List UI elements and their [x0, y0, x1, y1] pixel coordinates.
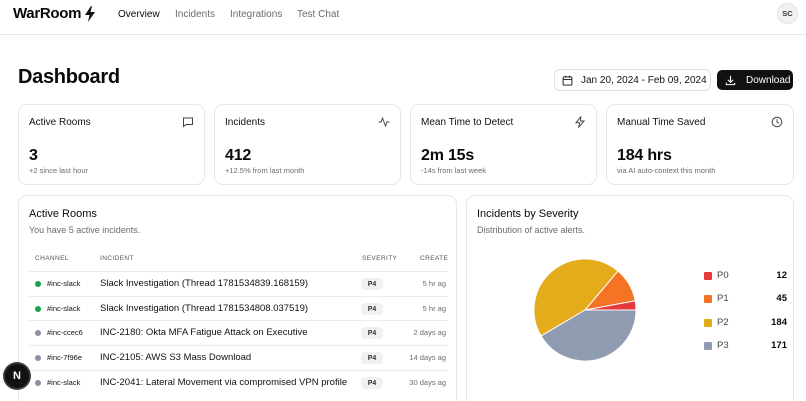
status-dot [35, 380, 41, 386]
calendar-icon [562, 75, 573, 86]
stat-value: 412 [225, 147, 252, 164]
stat-card-mttd: Mean Time to Detect 2m 15s -14s from las… [410, 104, 597, 185]
nav-overview[interactable]: Overview [118, 9, 160, 20]
incident-cell[interactable]: Slack Investigation (Thread 1781534808.0… [100, 303, 309, 314]
created-cell: 14 days ag [409, 353, 446, 362]
severity-badge: P4 [361, 303, 383, 315]
incident-cell[interactable]: INC-2180: Okta MFA Fatigue Attack on Exe… [100, 327, 308, 338]
lightning-icon [85, 5, 96, 22]
brand-name: WarRoom [13, 5, 82, 22]
legend-swatch [704, 342, 712, 350]
nav-test-chat[interactable]: Test Chat [297, 9, 340, 20]
activity-icon [378, 116, 390, 128]
legend-label: P2 [717, 317, 729, 328]
legend-swatch [704, 272, 712, 280]
pie-slice-p2 [533, 258, 619, 337]
column-header-severity: SEVERITY [362, 255, 398, 262]
severity-badge: P4 [361, 327, 383, 339]
table-row[interactable]: #inc-ccec6 INC-2180: Okta MFA Fatigue At… [29, 320, 448, 345]
table-row[interactable]: #inc-slack INC-2041: Lateral Movement vi… [29, 370, 448, 395]
brand-logo[interactable]: WarRoom [13, 5, 96, 22]
incident-cell[interactable]: INC-2041: Lateral Movement via compromis… [100, 377, 348, 388]
legend-count: 45 [776, 293, 787, 304]
zap-icon [574, 116, 586, 128]
page-title: Dashboard [18, 66, 120, 88]
channel-cell[interactable]: #inc-7f96e [47, 353, 83, 362]
status-dot [35, 330, 41, 336]
stat-value: 184 hrs [617, 147, 672, 164]
fab-label: N [13, 370, 21, 382]
nav-incidents[interactable]: Incidents [175, 9, 216, 20]
severity-subtitle: Distribution of active alerts. [477, 225, 586, 235]
stat-value: 2m 15s [421, 147, 475, 164]
download-label: Download [746, 74, 791, 86]
legend-count: 12 [776, 270, 787, 281]
message-square-icon [183, 117, 193, 128]
legend-swatch [704, 295, 712, 303]
column-header-channel: CHANNEL [35, 255, 69, 262]
created-cell: 5 hr ag [422, 304, 446, 313]
severity-card: Incidents by Severity Distribution of ac… [466, 195, 794, 401]
channel-cell[interactable]: #inc-ccec6 [47, 328, 83, 337]
legend-count: 171 [771, 340, 787, 351]
stat-subtext: +12.5% from last month [225, 166, 305, 175]
active-rooms-subtitle: You have 5 active incidents. [29, 225, 141, 235]
active-rooms-title: Active Rooms [29, 208, 97, 220]
column-header-created: CREATE [420, 255, 449, 262]
incident-cell[interactable]: INC-2105: AWS S3 Mass Download [100, 352, 252, 363]
stat-subtext: via AI auto-context this month [617, 166, 716, 175]
status-dot [35, 355, 41, 361]
stat-card-active-rooms: Active Rooms 3 +2 since last hour [18, 104, 205, 185]
stat-title: Manual Time Saved [617, 117, 706, 128]
stat-card-incidents: Incidents 412 +12.5% from last month [214, 104, 401, 185]
legend-label: P3 [717, 340, 729, 351]
status-dot [35, 306, 41, 312]
pie-slice-p3 [540, 309, 637, 362]
severity-pie-chart [533, 258, 637, 362]
active-rooms-card: Active Rooms You have 5 active incidents… [18, 195, 457, 401]
date-range-picker[interactable]: Jan 20, 2024 - Feb 09, 2024 [554, 69, 711, 91]
incident-cell[interactable]: Slack Investigation (Thread 1781534839.1… [100, 278, 309, 289]
severity-badge: P4 [361, 278, 383, 290]
channel-cell[interactable]: #inc-slack [47, 304, 81, 313]
stat-title: Active Rooms [29, 117, 91, 128]
status-dot [35, 281, 41, 287]
avatar[interactable]: SC [777, 3, 798, 24]
stat-subtext: -14s from last week [421, 166, 487, 175]
channel-cell[interactable]: #inc-slack [47, 279, 81, 288]
table-row[interactable]: #inc-slack Slack Investigation (Thread 1… [29, 271, 448, 296]
stat-title: Incidents [225, 117, 266, 128]
severity-badge: P4 [361, 377, 383, 389]
stat-subtext: +2 since last hour [29, 166, 88, 175]
column-header-incident: INCIDENT [100, 255, 134, 262]
stat-title: Mean Time to Detect [421, 117, 514, 128]
date-range-label: Jan 20, 2024 - Feb 09, 2024 [581, 74, 707, 86]
severity-title: Incidents by Severity [477, 208, 579, 220]
legend-label: P0 [717, 270, 729, 281]
top-nav: WarRoom Overview Incidents Integrations … [0, 0, 806, 35]
clock-icon [771, 116, 783, 128]
table-row[interactable]: #inc-7f96e INC-2105: AWS S3 Mass Downloa… [29, 345, 448, 370]
severity-badge: P4 [361, 352, 383, 364]
legend-count: 184 [771, 317, 787, 328]
created-cell: 30 days ag [409, 378, 446, 387]
channel-cell[interactable]: #inc-slack [47, 378, 81, 387]
assistant-fab-button[interactable]: N [5, 364, 29, 388]
table-row[interactable]: #inc-slack Slack Investigation (Thread 1… [29, 296, 448, 321]
stat-card-time-saved: Manual Time Saved 184 hrs via AI auto-co… [606, 104, 794, 185]
created-cell: 2 days ag [413, 328, 446, 337]
download-icon [725, 75, 736, 85]
legend-label: P1 [717, 293, 729, 304]
stat-value: 3 [29, 147, 38, 164]
created-cell: 5 hr ag [422, 279, 446, 288]
legend-swatch [704, 319, 712, 327]
nav-integrations[interactable]: Integrations [230, 9, 283, 20]
download-button[interactable]: Download [717, 70, 793, 90]
